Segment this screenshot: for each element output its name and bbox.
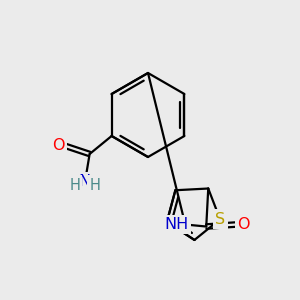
Text: O: O bbox=[237, 217, 250, 232]
Text: H: H bbox=[89, 178, 100, 193]
Text: H: H bbox=[69, 178, 80, 193]
Text: NH: NH bbox=[164, 217, 188, 232]
Text: O: O bbox=[52, 139, 65, 154]
Text: S: S bbox=[215, 212, 225, 227]
Text: N: N bbox=[79, 175, 91, 190]
